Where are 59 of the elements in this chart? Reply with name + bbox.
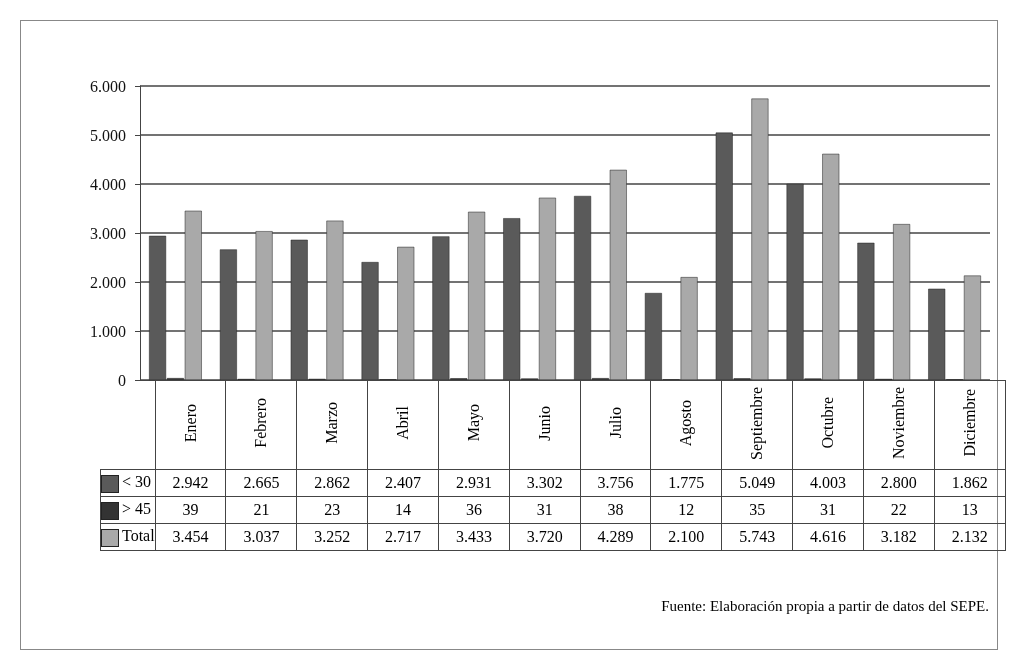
- x-tick-label: Febrero: [252, 398, 271, 448]
- data-label: 2.132: [934, 523, 1006, 551]
- data-label: 2.862: [296, 469, 368, 497]
- data-label: 13: [934, 496, 1006, 524]
- data-label: 5.743: [721, 523, 793, 551]
- data-label: 4.616: [792, 523, 864, 551]
- data-label: 39: [155, 496, 226, 524]
- x-tick-label: Octubre: [819, 397, 837, 449]
- data-label: 4.003: [792, 469, 864, 497]
- y-tick-label: 0: [118, 371, 126, 389]
- x-tick-label: Marzo: [323, 402, 342, 444]
- x-tick-label: Diciembre: [960, 389, 979, 457]
- legend-label: < 30: [100, 469, 156, 497]
- x-tick-label: Septiembre: [748, 386, 767, 460]
- data-label: 31: [509, 496, 581, 524]
- x-tick-label: Agosto: [677, 399, 696, 447]
- data-label: 23: [296, 496, 368, 524]
- data-label: 3.720: [509, 523, 581, 551]
- data-label: 14: [367, 496, 439, 524]
- data-label: 3.182: [863, 523, 935, 551]
- data-label: 31: [792, 496, 864, 524]
- legend-label: Total: [100, 523, 156, 551]
- data-label: 2.931: [438, 469, 510, 497]
- y-tick-label: 1.000: [90, 322, 126, 340]
- source-note: Fuente: Elaboración propia a partir de datos del SEPE.: [661, 598, 989, 615]
- y-tick-label: 6.000: [90, 77, 126, 95]
- data-label: 1.862: [934, 469, 1006, 497]
- legend-label: > 45: [100, 496, 156, 524]
- data-label: 5.049: [721, 469, 793, 497]
- y-tick-label: 3.000: [90, 224, 126, 242]
- data-label: 3.454: [155, 523, 226, 551]
- data-label: 3.252: [296, 523, 368, 551]
- y-tick-label: 4.000: [90, 175, 126, 193]
- data-label: 4.289: [580, 523, 651, 551]
- data-label: 3.302: [509, 469, 581, 497]
- data-label: 22: [863, 496, 935, 524]
- data-label: 2.800: [863, 469, 935, 497]
- data-label: 38: [580, 496, 651, 524]
- data-label: 2.942: [155, 469, 226, 497]
- x-tick-label: Mayo: [464, 404, 483, 442]
- data-label: 3.756: [580, 469, 651, 497]
- data-label: 2.407: [367, 469, 439, 497]
- data-label: 2.100: [650, 523, 722, 551]
- data-label: 3.037: [225, 523, 297, 551]
- x-tick-label: Enero: [181, 403, 200, 443]
- data-label: 2.717: [367, 523, 439, 551]
- y-tick-label: 5.000: [90, 126, 126, 144]
- data-label: 1.775: [650, 469, 722, 497]
- x-tick-label: Junio: [535, 405, 554, 441]
- data-label: 12: [650, 496, 722, 524]
- y-tick-label: 2.000: [90, 273, 126, 291]
- data-label: 35: [721, 496, 793, 524]
- x-tick-label: Noviembre: [889, 387, 908, 459]
- data-label: 21: [225, 496, 297, 524]
- data-label: 36: [438, 496, 510, 524]
- x-tick-label: Abril: [394, 406, 413, 440]
- data-label: 3.433: [438, 523, 510, 551]
- data-label: 2.665: [225, 469, 297, 497]
- x-tick-label: Julio: [606, 407, 625, 439]
